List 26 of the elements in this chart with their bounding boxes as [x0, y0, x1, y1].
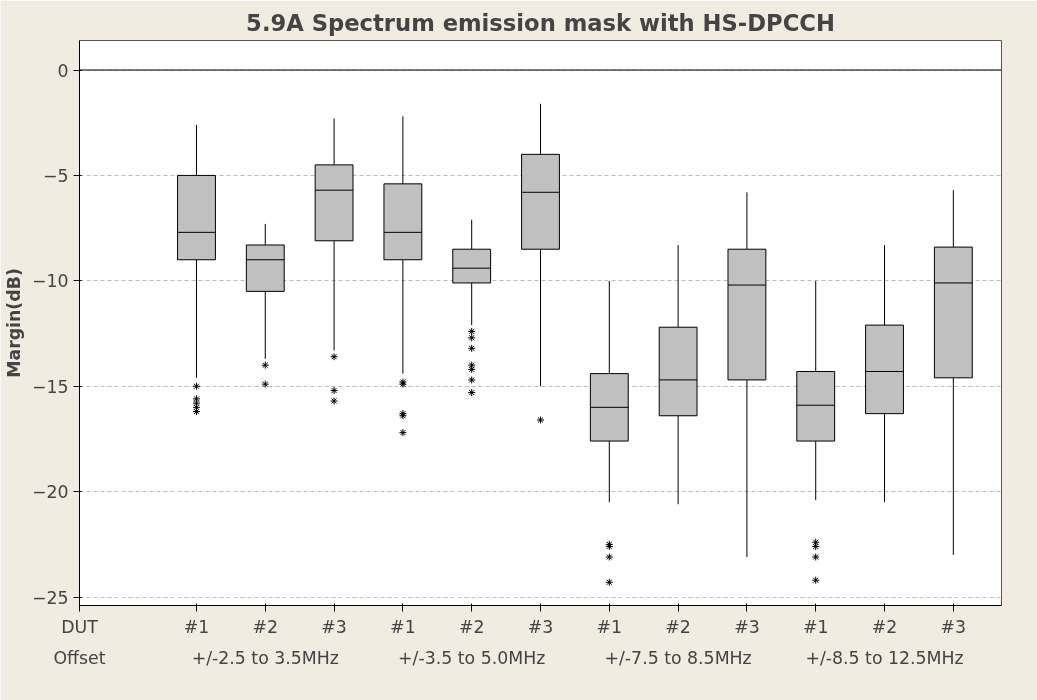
x-tick-label: #2 [665, 616, 691, 637]
y-axis-title: Margin(dB) [3, 268, 24, 378]
x-tick-label: #1 [596, 616, 623, 637]
x-tick-label: #3 [321, 616, 347, 637]
chart-title: 5.9A Spectrum emission mask with HS-DPCCH [246, 9, 835, 36]
y-tick-label: 0 [57, 60, 69, 81]
y-tick-label: −10 [31, 271, 69, 292]
x-tick-label: #2 [252, 616, 279, 637]
text: Offset [53, 647, 106, 668]
text: +/-7.5 to 8.5MHz [604, 647, 752, 668]
text: +/-8.5 to 12.5MHz [805, 647, 964, 668]
y-tick-label: −15 [31, 376, 69, 397]
text: +/-3.5 to 5.0MHz [398, 647, 546, 668]
x-tick-label: #3 [527, 616, 554, 637]
x-tick-label: #3 [940, 616, 967, 637]
y-tick-label: −20 [31, 482, 69, 503]
y-tick-label: −25 [31, 587, 69, 608]
text: DUT [61, 616, 99, 637]
x-tick-label: #3 [734, 616, 760, 637]
x-tick-label: #1 [390, 616, 416, 637]
x-tick-label: #1 [183, 616, 210, 637]
x-tick-label: #2 [458, 616, 485, 637]
x-tick-label: #2 [871, 616, 898, 637]
text: +/-2.5 to 3.5MHz [191, 647, 339, 668]
x-tick-label: #1 [802, 616, 829, 637]
y-tick-label: −5 [42, 165, 69, 186]
